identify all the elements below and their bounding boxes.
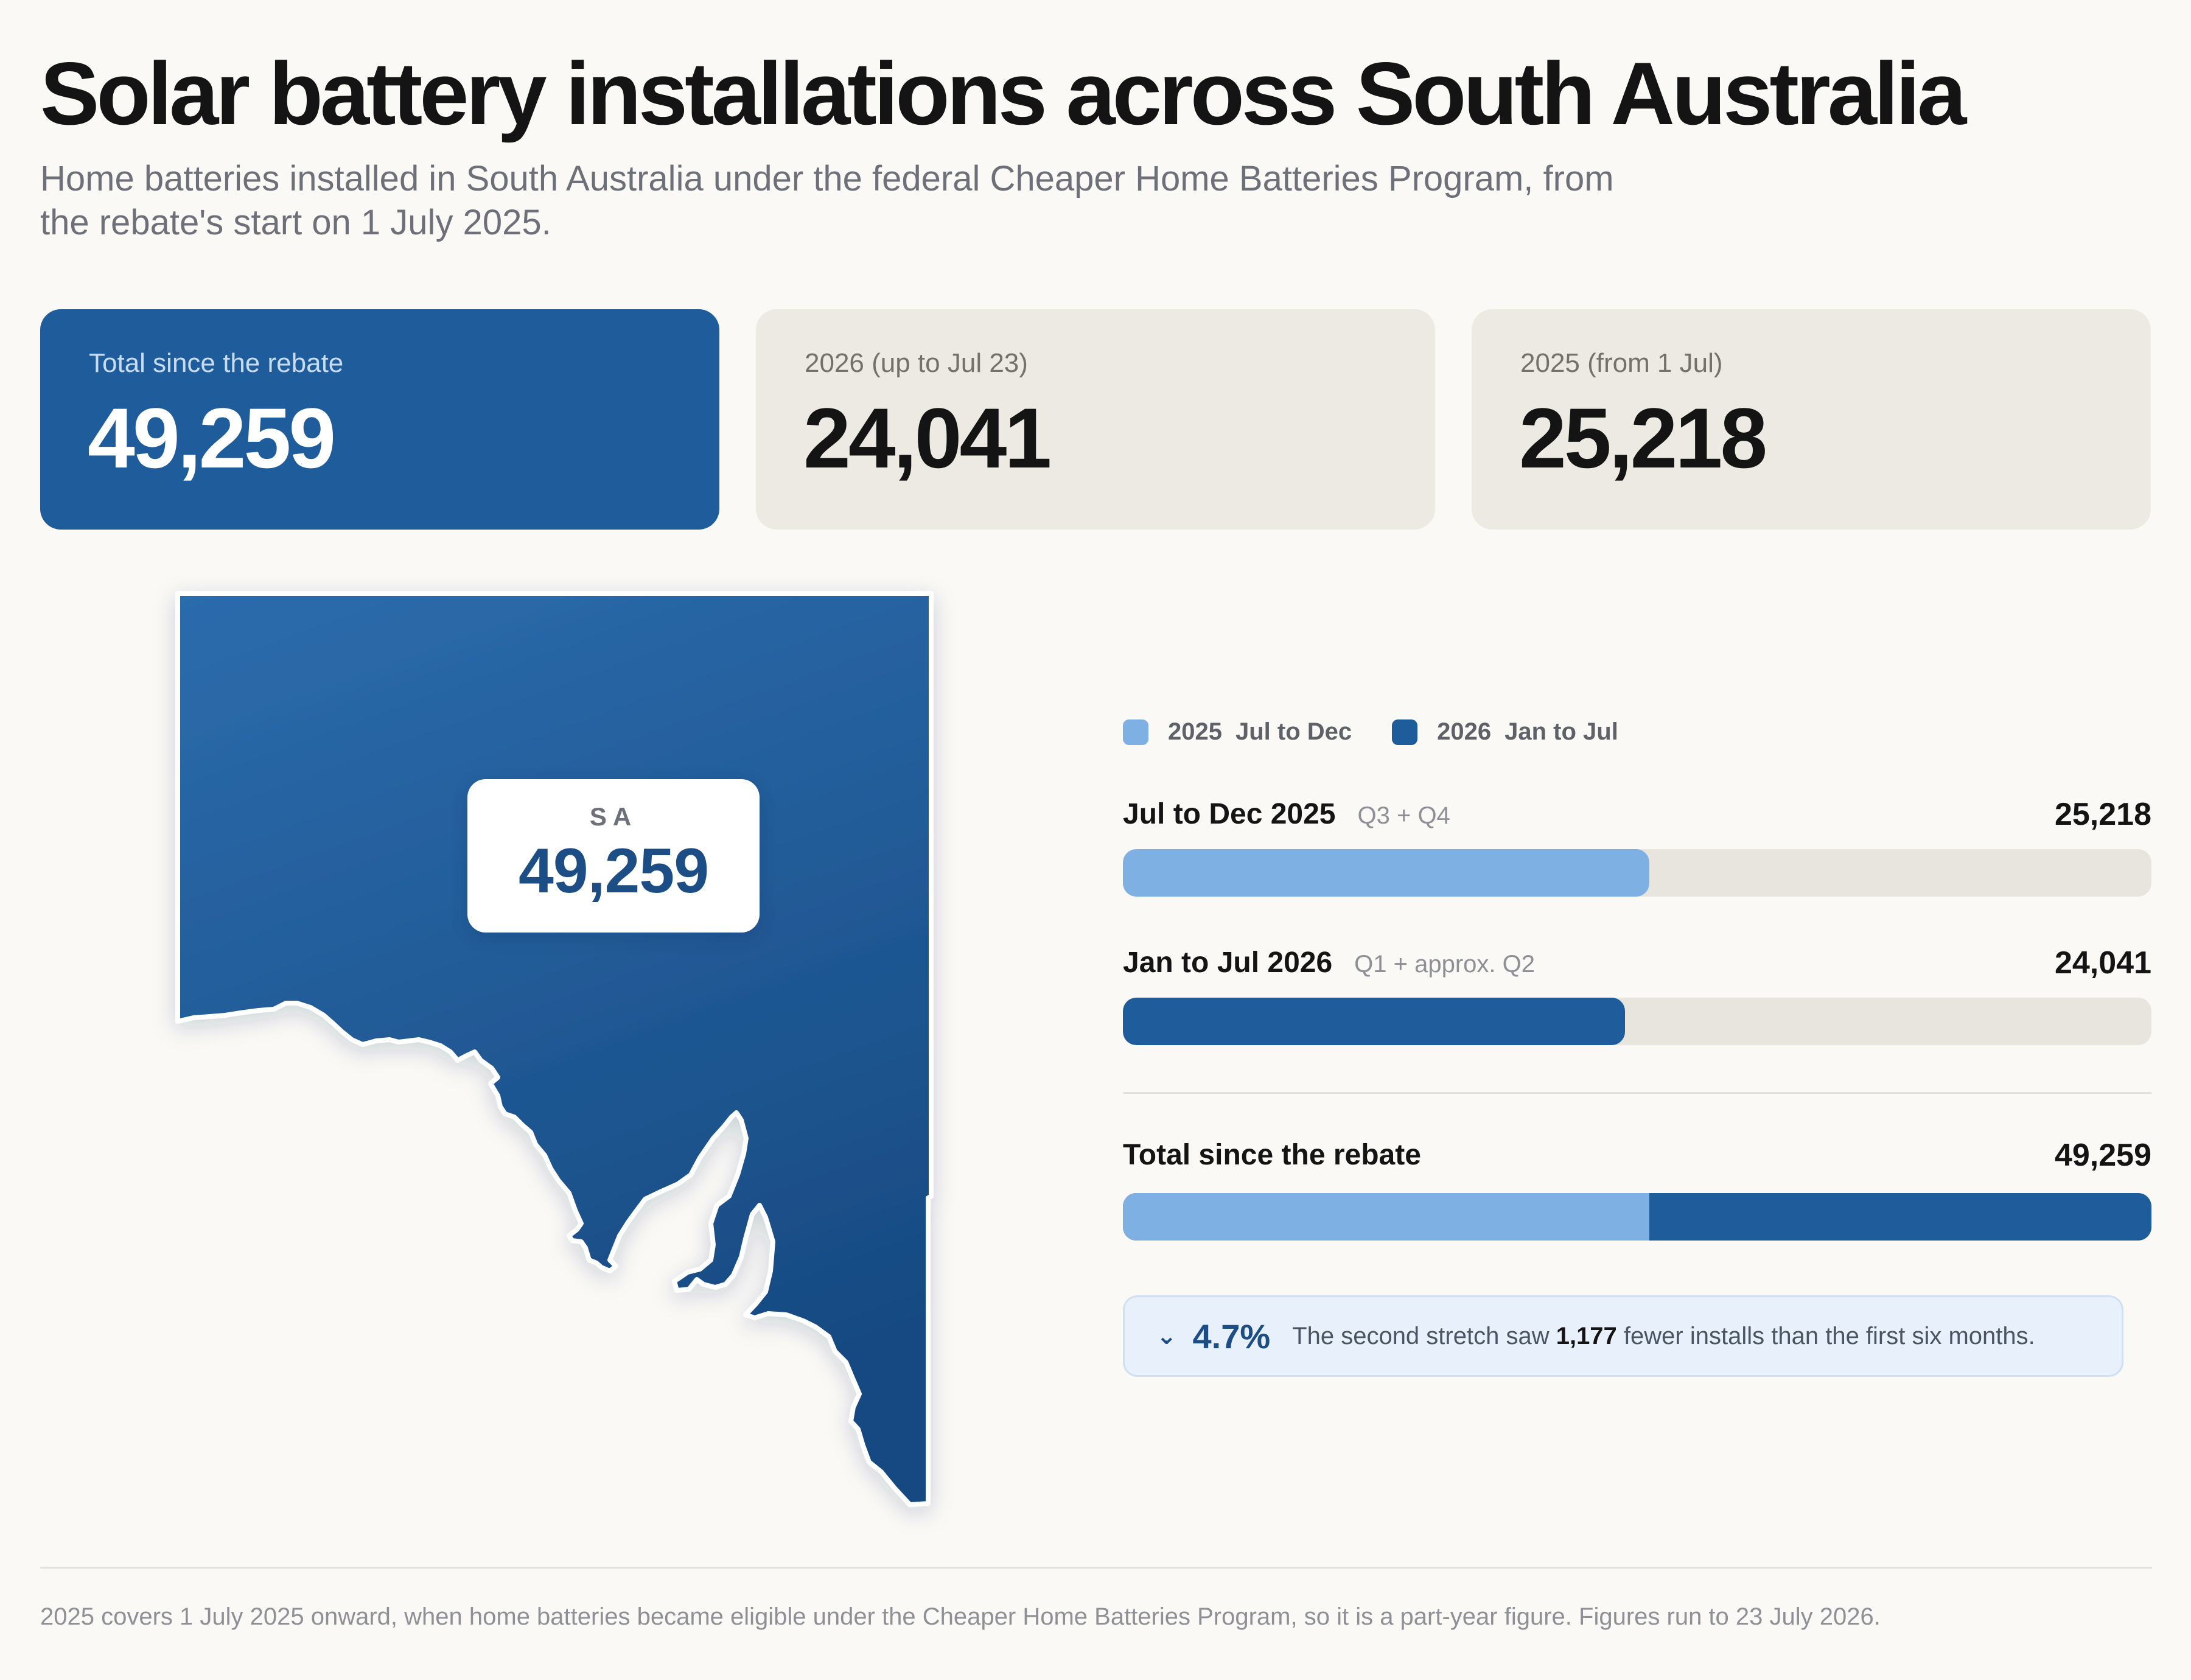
bar-row-2025: Jul to Dec 2025 Q3 + Q4 25,218 bbox=[1123, 796, 2151, 906]
legend-item-2026: 2026 Jan to Jul bbox=[1392, 718, 1618, 746]
callout-text-before: The second stretch saw bbox=[1292, 1322, 1550, 1349]
callout-difference: 1,177 bbox=[1556, 1322, 1617, 1349]
legend-swatch-2025 bbox=[1123, 719, 1148, 745]
bar-fill-2025 bbox=[1123, 849, 1650, 897]
page-title: Solar battery installations across South… bbox=[40, 44, 1966, 143]
stat-card-total: Total since the rebate 49,259 bbox=[40, 309, 719, 530]
bar-label: Jan to Jul 2026 bbox=[1123, 947, 1333, 979]
map-state-value: 49,259 bbox=[518, 836, 709, 906]
total-bar-segment-2025 bbox=[1123, 1193, 1650, 1241]
legend-item-2025: 2025 Jul to Dec bbox=[1123, 718, 1352, 746]
bar-track bbox=[1123, 849, 2151, 897]
bar-row-2026: Jan to Jul 2026 Q1 + approx. Q2 24,041 bbox=[1123, 945, 2151, 1054]
divider bbox=[1123, 1092, 2151, 1094]
change-percent: 4.7% bbox=[1192, 1317, 1271, 1356]
bar-value-label: 25,218 bbox=[2054, 797, 2151, 832]
legend-period: Jul to Dec bbox=[1235, 718, 1352, 745]
bar-track bbox=[1123, 998, 2151, 1045]
stat-card-value: 24,041 bbox=[803, 390, 1052, 486]
bar-note: Q1 + approx. Q2 bbox=[1354, 951, 1535, 978]
stat-card-2026: 2026 (up to Jul 23) 24,041 bbox=[756, 309, 1435, 530]
bar-fill-2026 bbox=[1123, 998, 1625, 1045]
bar-value-label: 24,041 bbox=[2054, 945, 2151, 981]
footnote: 2025 covers 1 July 2025 onward, when hom… bbox=[40, 1603, 1881, 1630]
footer-divider bbox=[40, 1567, 2152, 1569]
total-bar-track bbox=[1123, 1193, 2151, 1241]
stat-card-value: 25,218 bbox=[1519, 390, 1767, 486]
legend-swatch-2026 bbox=[1392, 719, 1418, 745]
legend-period: Jan to Jul bbox=[1504, 718, 1618, 745]
total-bar-segment-2026 bbox=[1649, 1193, 2151, 1241]
total-bar-label: Total since the rebate bbox=[1123, 1139, 1421, 1171]
legend-year: 2025 bbox=[1168, 718, 1222, 745]
bar-label: Jul to Dec 2025 bbox=[1123, 798, 1336, 830]
legend-year: 2026 bbox=[1437, 718, 1492, 745]
stat-card-2025: 2025 (from 1 Jul) 25,218 bbox=[1472, 309, 2151, 530]
stat-card-label: 2025 (from 1 Jul) bbox=[1520, 348, 1723, 378]
map-state-code: SA bbox=[589, 802, 638, 831]
chevron-down-icon: ⌄ bbox=[1156, 1323, 1177, 1349]
chart-legend: 2025 Jul to Dec 2026 Jan to Jul bbox=[1123, 718, 1658, 746]
sa-state-shape bbox=[175, 591, 934, 1507]
callout-text-after: fewer installs than the first six months… bbox=[1623, 1322, 2035, 1349]
bar-row-total: Total since the rebate 49,259 bbox=[1123, 1137, 2151, 1247]
total-bar-value-label: 49,259 bbox=[2054, 1138, 2151, 1173]
bar-note: Q3 + Q4 bbox=[1357, 802, 1450, 829]
map-total-label: SA 49,259 bbox=[467, 779, 760, 933]
change-callout: ⌄ 4.7% The second stretch saw 1,177 fewe… bbox=[1123, 1295, 2123, 1377]
stat-card-value: 49,259 bbox=[88, 390, 336, 486]
page-subtitle: Home batteries installed in South Austra… bbox=[40, 159, 1614, 242]
stat-card-label: 2026 (up to Jul 23) bbox=[805, 348, 1028, 378]
stat-card-label: Total since the rebate bbox=[89, 348, 344, 378]
